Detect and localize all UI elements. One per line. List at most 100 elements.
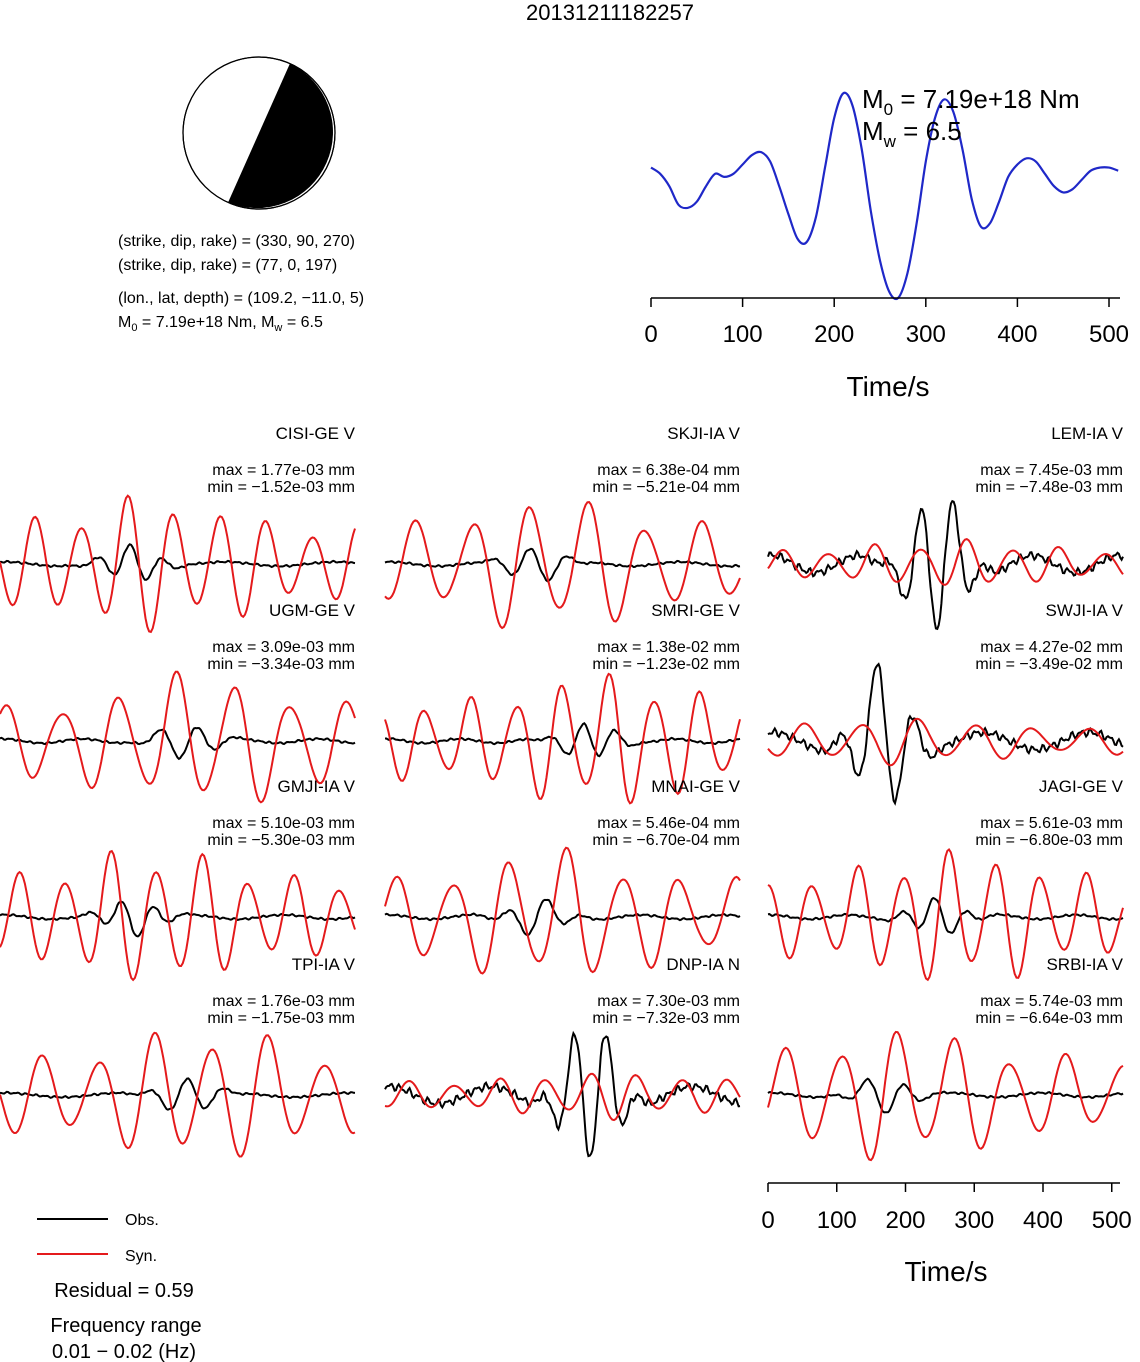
stf-tick-label: 300 [906, 321, 946, 348]
m0-text: = 7.19e+18 Nm, M [137, 314, 274, 331]
station-max: max = 5.46e-04 mm [597, 815, 740, 832]
observed-waveform [384, 547, 741, 583]
legend-obs-label: Obs. [125, 1212, 159, 1229]
location-line: (lon., lat, depth) = (109.2, −11.0, 5) [118, 290, 364, 307]
stf-tick-label: 400 [997, 321, 1037, 348]
stf-mw-symbol: M [862, 116, 884, 146]
stf-m0-label: M0 = 7.19e+18 Nm [862, 84, 1080, 119]
waveform-tick-label: 0 [761, 1207, 774, 1234]
synthetic-waveform [384, 672, 741, 805]
station-name: DNP-IA N [666, 955, 740, 974]
stf-mw-label: Mw = 6.5 [862, 116, 962, 151]
mw-subscript: w [273, 322, 282, 334]
station-min: min = −3.34e-03 mm [207, 656, 355, 673]
frequency-range-label: Frequency range [50, 1315, 201, 1337]
station-max: max = 5.10e-03 mm [212, 815, 355, 832]
station-max: max = 1.76e-03 mm [212, 993, 355, 1010]
station-min: min = −7.48e-03 mm [975, 479, 1123, 496]
synthetic-waveform [0, 1031, 356, 1158]
station-max: max = 1.38e-02 mm [597, 639, 740, 656]
waveform-x-axis: 0 100 200 300 400 500 [761, 1182, 1132, 1234]
observed-waveform [767, 499, 1124, 631]
beachball-icon [182, 56, 336, 210]
observed-waveform [767, 896, 1124, 934]
stf-mw-value: = 6.5 [896, 116, 962, 146]
waveform-tick-label: 200 [885, 1207, 925, 1234]
station-min: min = −3.49e-02 mm [975, 656, 1123, 673]
mw-text: = 6.5 [282, 314, 323, 331]
legend-syn-label: Syn. [125, 1248, 157, 1265]
station-name: SKJI-IA V [667, 424, 740, 443]
synthetic-waveform [0, 670, 356, 804]
station-min: min = −1.75e-03 mm [207, 1010, 355, 1027]
nodal-plane-2: (strike, dip, rake) = (77, 0, 197) [118, 257, 337, 274]
stf-m0-value: = 7.19e+18 Nm [893, 84, 1079, 114]
stf-x-axis-label: Time/s [847, 371, 930, 402]
station-max: max = 6.38e-04 mm [597, 462, 740, 479]
station-name: CISI-GE V [276, 424, 356, 443]
stf-curve [650, 91, 1119, 301]
station-name: SRBI-IA V [1046, 955, 1123, 974]
stf-tick-label: 100 [723, 321, 763, 348]
station-name: TPI-IA V [292, 955, 356, 974]
station-min: min = −5.30e-03 mm [207, 832, 355, 849]
frequency-range-value: 0.01 − 0.02 (Hz) [52, 1341, 196, 1362]
synthetic-waveform [767, 717, 1124, 767]
stf-m0-subscript: 0 [884, 100, 893, 119]
station-name: LEM-IA V [1051, 424, 1123, 443]
station-max: max = 7.30e-03 mm [597, 993, 740, 1010]
observed-waveform [0, 543, 356, 581]
stf-tick-label: 0 [644, 321, 657, 348]
station-name: GMJI-IA V [278, 777, 356, 796]
station-min: min = −5.21e-04 mm [592, 479, 740, 496]
station-name: MNAI-GE V [651, 777, 740, 796]
m0-symbol: M [118, 314, 131, 331]
station-min: min = −7.32e-03 mm [592, 1010, 740, 1027]
waveform-x-axis-label: Time/s [905, 1256, 988, 1287]
synthetic-waveform [384, 501, 741, 630]
station-max: max = 7.45e-03 mm [980, 462, 1123, 479]
station-max: max = 5.74e-03 mm [980, 993, 1123, 1010]
station-name: SWJI-IA V [1046, 601, 1124, 620]
nodal-plane-1: (strike, dip, rake) = (330, 90, 270) [118, 233, 355, 250]
waveform-tick-label: 500 [1092, 1207, 1132, 1234]
station-min: min = −6.80e-03 mm [975, 832, 1123, 849]
observed-waveform [384, 1030, 741, 1158]
stf-panel [650, 91, 1119, 301]
stf-tick-label: 200 [814, 321, 854, 348]
figure-title: 20131211182257 [526, 0, 694, 25]
synthetic-waveform [767, 538, 1124, 586]
waveform-tick-label: 100 [817, 1207, 857, 1234]
waveform-tick-label: 300 [954, 1207, 994, 1234]
m0-subscript: 0 [131, 322, 137, 334]
station-max: max = 3.09e-03 mm [212, 639, 355, 656]
moment-line: M0 = 7.19e+18 Nm, Mw = 6.5 [118, 314, 323, 334]
station-max: max = 1.77e-03 mm [212, 462, 355, 479]
station-min: min = −6.70e-04 mm [592, 832, 740, 849]
waveform-tick-label: 400 [1023, 1207, 1063, 1234]
observed-waveform [385, 722, 741, 758]
observed-waveform [767, 1077, 1124, 1114]
station-min: min = −1.23e-02 mm [592, 656, 740, 673]
stf-m0-symbol: M [862, 84, 884, 114]
residual-label: Residual = 0.59 [54, 1280, 194, 1302]
synthetic-waveform [384, 1072, 741, 1122]
station-min: min = −1.52e-03 mm [207, 479, 355, 496]
synthetic-waveform [0, 494, 356, 634]
station-max: max = 5.61e-03 mm [980, 815, 1123, 832]
observed-waveform [384, 898, 741, 936]
stf-tick-label: 500 [1089, 321, 1129, 348]
station-max: max = 4.27e-02 mm [980, 639, 1123, 656]
observed-waveform [0, 1077, 356, 1111]
